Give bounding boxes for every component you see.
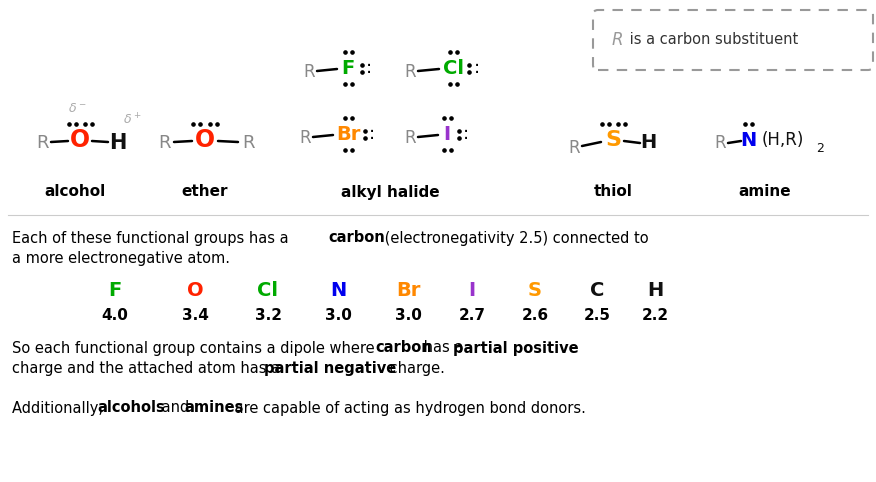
Text: R: R <box>159 134 171 152</box>
Text: R: R <box>714 134 726 152</box>
Text: O: O <box>70 128 90 152</box>
Text: H: H <box>646 281 663 299</box>
Text: Br: Br <box>336 124 360 144</box>
Text: Cl: Cl <box>442 58 463 78</box>
Text: 3.4: 3.4 <box>181 308 208 322</box>
Text: H: H <box>110 133 127 153</box>
Text: :: : <box>369 125 375 143</box>
Text: R: R <box>612 31 624 49</box>
Text: I: I <box>443 124 450 144</box>
Text: are capable of acting as hydrogen bond donors.: are capable of acting as hydrogen bond d… <box>230 401 586 415</box>
Text: carbon: carbon <box>328 230 385 245</box>
Text: :: : <box>366 59 372 77</box>
Text: F: F <box>109 281 122 299</box>
Text: 2.7: 2.7 <box>458 308 485 322</box>
Text: R: R <box>242 134 254 152</box>
Text: charge and the attached atom has a: charge and the attached atom has a <box>12 361 285 375</box>
Text: 3.2: 3.2 <box>255 308 281 322</box>
Text: Br: Br <box>396 281 420 299</box>
Text: S: S <box>528 281 542 299</box>
Text: 2.6: 2.6 <box>521 308 548 322</box>
Text: R: R <box>569 139 580 157</box>
Text: is a carbon substituent: is a carbon substituent <box>625 32 798 48</box>
Text: N: N <box>740 131 756 149</box>
Text: C: C <box>590 281 604 299</box>
Text: has a: has a <box>419 340 468 356</box>
Text: Additionally,: Additionally, <box>12 401 108 415</box>
Text: H: H <box>639 134 656 152</box>
Text: N: N <box>330 281 346 299</box>
Text: 2: 2 <box>816 142 823 155</box>
Text: R: R <box>404 129 416 147</box>
Text: Cl: Cl <box>258 281 279 299</box>
Text: amine: amine <box>738 185 791 200</box>
Text: (H,R): (H,R) <box>762 131 804 149</box>
Text: O: O <box>195 128 215 152</box>
Text: I: I <box>469 281 476 299</box>
Text: 2.2: 2.2 <box>641 308 668 322</box>
Text: alcohols: alcohols <box>97 401 165 415</box>
Text: R: R <box>303 63 314 81</box>
Text: So each functional group contains a dipole where: So each functional group contains a dipo… <box>12 340 379 356</box>
Text: :: : <box>463 125 469 143</box>
Text: R: R <box>36 134 48 152</box>
FancyBboxPatch shape <box>593 10 873 70</box>
Text: a more electronegative atom.: a more electronegative atom. <box>12 251 230 266</box>
Text: ether: ether <box>181 185 229 200</box>
Text: F: F <box>342 58 355 78</box>
Text: 3.0: 3.0 <box>394 308 421 322</box>
Text: partial positive: partial positive <box>453 340 579 356</box>
Text: 4.0: 4.0 <box>102 308 129 322</box>
Text: partial negative: partial negative <box>264 361 396 375</box>
Text: 3.0: 3.0 <box>325 308 351 322</box>
Text: (electronegativity 2.5) connected to: (electronegativity 2.5) connected to <box>380 230 648 245</box>
Text: carbon: carbon <box>375 340 432 356</box>
Text: alkyl halide: alkyl halide <box>341 185 439 200</box>
Text: 2.5: 2.5 <box>583 308 611 322</box>
Text: and: and <box>157 401 194 415</box>
Text: alcohol: alcohol <box>45 185 106 200</box>
Text: Each of these functional groups has a: Each of these functional groups has a <box>12 230 293 245</box>
Text: $\delta^+$: $\delta^+$ <box>123 112 141 128</box>
Text: charge.: charge. <box>385 361 445 375</box>
Text: amines: amines <box>184 401 244 415</box>
Text: :: : <box>474 59 480 77</box>
Text: $\delta^-$: $\delta^-$ <box>67 102 87 115</box>
Text: O: O <box>187 281 203 299</box>
Text: S: S <box>605 130 621 150</box>
Text: R: R <box>300 129 311 147</box>
Text: R: R <box>404 63 416 81</box>
Text: thiol: thiol <box>594 185 632 200</box>
